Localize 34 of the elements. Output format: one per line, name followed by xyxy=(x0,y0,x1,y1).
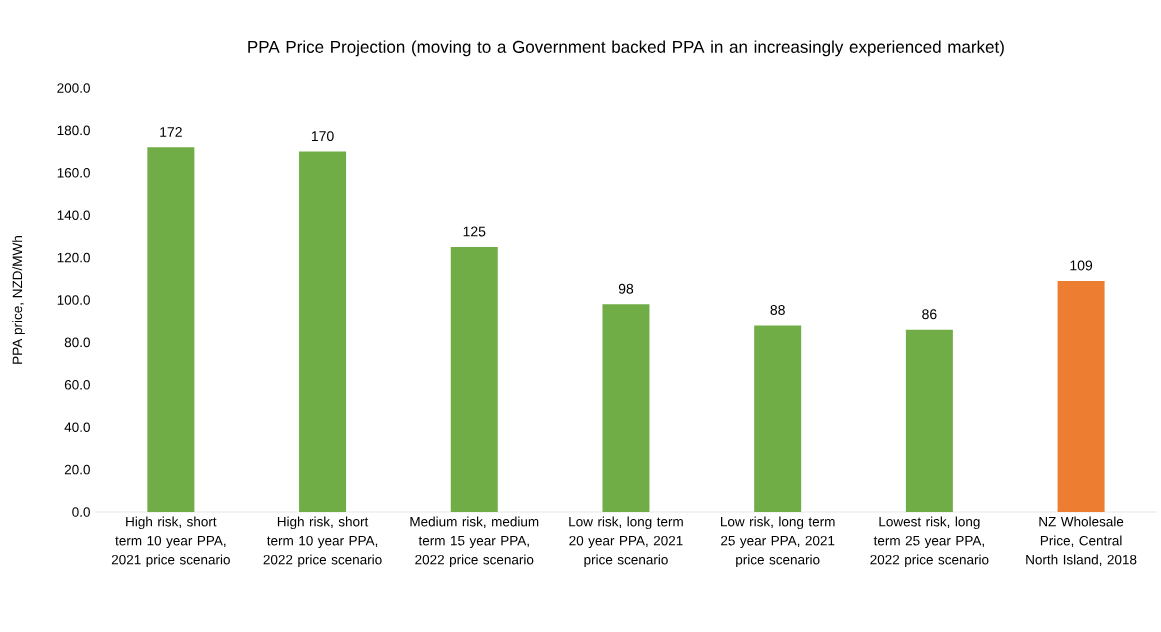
data-label: 109 xyxy=(1070,260,1093,271)
x-tick-label: NZ Wholesale Price, Central North Island, 2018 xyxy=(1026,516,1137,567)
data-label: 125 xyxy=(463,226,486,237)
y-tick-label: 120.0 xyxy=(57,252,90,263)
bar xyxy=(1057,280,1105,512)
y-tick-label: 60.0 xyxy=(64,380,90,390)
data-label: 172 xyxy=(160,127,182,137)
bar xyxy=(602,304,650,512)
bar xyxy=(147,147,195,512)
y-tick-label: 0.0 xyxy=(72,507,90,517)
chart-title: PPA Price Projection (moving to a Government backed PPA in an increasingly experienced market) xyxy=(248,40,1004,57)
bar xyxy=(754,325,802,512)
y-axis-title: PPA price, NZD/MWh xyxy=(12,236,25,364)
y-tick-label: 20.0 xyxy=(64,464,90,475)
data-label: 86 xyxy=(922,309,937,320)
data-label: 170 xyxy=(311,131,334,142)
x-tick-label: Low risk, long term 20 year PPA, 2021 price scenario xyxy=(569,516,683,568)
bar xyxy=(905,329,953,512)
x-tick-label: Lowest risk, long term 25 year PPA, 2022 price scenario xyxy=(870,516,989,568)
bar xyxy=(299,151,347,512)
data-label: 88 xyxy=(770,304,785,315)
y-tick-label: 180.0 xyxy=(57,125,90,136)
x-tick-label: High risk, short term 10 year PPA, 2021 price scenario xyxy=(111,516,230,568)
y-tick-label: 160.0 xyxy=(57,168,90,178)
x-tick-label: Medium risk, medium term 15 year PPA, 2022 price scenario xyxy=(410,516,539,568)
data-label: 98 xyxy=(618,283,634,294)
y-tick-label: 200.0 xyxy=(57,83,90,93)
bar xyxy=(450,247,498,512)
y-tick-label: 100.0 xyxy=(57,295,90,305)
y-tick-label: 140.0 xyxy=(57,210,90,220)
x-tick-label: Low risk, long term 25 year PPA, 2021 price scenario xyxy=(721,516,835,568)
y-tick-label: 40.0 xyxy=(64,422,90,432)
x-tick-label: High risk, short term 10 year PPA, 2022 price scenario xyxy=(263,516,382,568)
y-tick-label: 80.0 xyxy=(64,337,90,348)
